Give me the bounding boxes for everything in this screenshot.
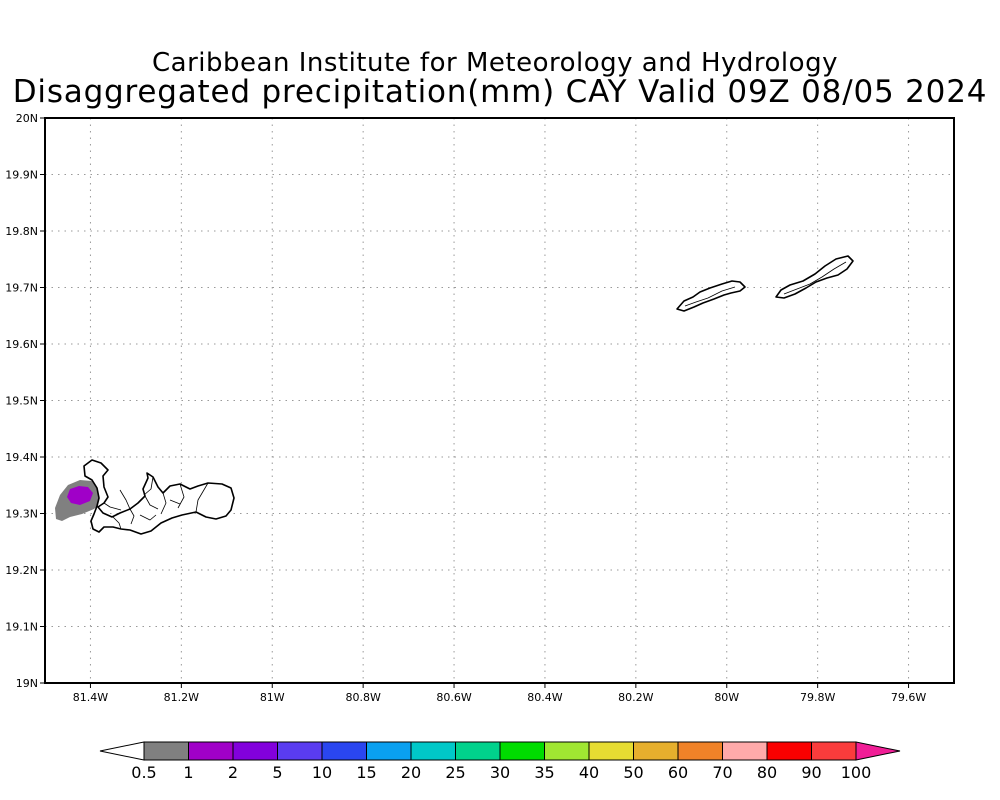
x-tick-label: 80.4W xyxy=(527,691,562,704)
x-tick-label: 80.2W xyxy=(618,691,653,704)
colorbar-label: 70 xyxy=(712,763,732,782)
y-tick-label: 19.6N xyxy=(5,338,38,351)
y-tick-label: 19.3N xyxy=(5,508,38,521)
colorbar-label: 90 xyxy=(801,763,821,782)
colorbar: 0.5 1 2 5 10 15 20 25 30 35 40 50 60 70 80 90 100 xyxy=(99,741,901,782)
colorbar-segment-15-20 xyxy=(366,741,412,761)
map-grid xyxy=(45,117,954,684)
colorbar-label: 2 xyxy=(228,763,238,782)
cayman-brac-island xyxy=(775,255,854,299)
colorbar-label: 20 xyxy=(401,763,421,782)
precip-area-1-2mm xyxy=(67,486,93,505)
chart-title: Caribbean Institute for Meteorology and … xyxy=(152,48,838,78)
y-tick-label: 20N xyxy=(16,112,38,125)
colorbar-segment-30-35 xyxy=(499,741,545,761)
x-tick-label: 80.6W xyxy=(436,691,471,704)
colorbar-segment-0.5-1 xyxy=(143,741,189,761)
colorbar-label: 40 xyxy=(579,763,599,782)
latitude-axis: 20N 19.9N 19.8N 19.7N 19.6N 19.5N 19.4N 19.3N 19… xyxy=(5,112,45,690)
grand-cayman-internal-boundaries xyxy=(103,476,209,530)
colorbar-segment-70-80 xyxy=(722,741,768,761)
colorbar-segment-40-50 xyxy=(588,741,634,761)
x-tick-label: 80.8W xyxy=(345,691,380,704)
colorbar-segment-35-40 xyxy=(544,741,590,761)
colorbar-segment-1-2 xyxy=(188,741,234,761)
colorbar-segment-50-60 xyxy=(633,741,679,761)
colorbar-segment-2-5 xyxy=(232,741,278,761)
colorbar-label: 25 xyxy=(445,763,465,782)
colorbar-segment-10-15 xyxy=(321,741,367,761)
y-tick-label: 19.7N xyxy=(5,282,38,295)
colorbar-label: 5 xyxy=(272,763,282,782)
grand-cayman-island xyxy=(83,459,235,535)
colorbar-segment-20-25 xyxy=(410,741,456,761)
coastlines xyxy=(83,255,854,535)
colorbar-label: 60 xyxy=(668,763,688,782)
x-tick-label: 79.6W xyxy=(891,691,926,704)
x-tick-label: 79.8W xyxy=(800,691,835,704)
y-tick-label: 19.1N xyxy=(5,621,38,634)
y-tick-label: 19.9N xyxy=(5,169,38,182)
y-tick-label: 19.2N xyxy=(5,564,38,577)
x-tick-label: 81W xyxy=(260,691,285,704)
colorbar-label: 30 xyxy=(490,763,510,782)
colorbar-label: 0.5 xyxy=(131,763,156,782)
colorbar-label: 80 xyxy=(757,763,777,782)
little-cayman-island xyxy=(676,280,746,312)
colorbar-label: 1 xyxy=(183,763,193,782)
colorbar-label: 10 xyxy=(312,763,332,782)
y-tick-label: 19.5N xyxy=(5,395,38,408)
colorbar-segment-below-0.5 xyxy=(99,741,145,761)
colorbar-label: 35 xyxy=(534,763,554,782)
x-tick-label: 80W xyxy=(714,691,739,704)
colorbar-segment-60-70 xyxy=(677,741,723,761)
colorbar-label: 15 xyxy=(356,763,376,782)
y-tick-label: 19.8N xyxy=(5,225,38,238)
colorbar-segment-90-100 xyxy=(811,741,857,761)
x-tick-label: 81.4W xyxy=(73,691,108,704)
colorbar-label: 100 xyxy=(841,763,872,782)
colorbar-segment-25-30 xyxy=(455,741,501,761)
little-cayman-detail xyxy=(684,286,736,307)
y-tick-label: 19.4N xyxy=(5,451,38,464)
colorbar-segment-above-100 xyxy=(855,741,901,761)
colorbar-segment-5-10 xyxy=(277,741,323,761)
longitude-axis: 81.4W 81.2W 81W 80.8W 80.6W 80.4W 80.2W 80W 79.8… xyxy=(73,683,926,704)
cayman-brac-detail xyxy=(783,261,847,295)
precipitation-layer xyxy=(55,480,104,521)
y-tick-label: 19N xyxy=(16,677,38,690)
chart-subtitle: Disaggregated precipitation(mm) CAY Vali… xyxy=(12,74,988,110)
x-tick-label: 81.2W xyxy=(164,691,199,704)
colorbar-label: 50 xyxy=(623,763,643,782)
colorbar-segment-80-90 xyxy=(766,741,812,761)
